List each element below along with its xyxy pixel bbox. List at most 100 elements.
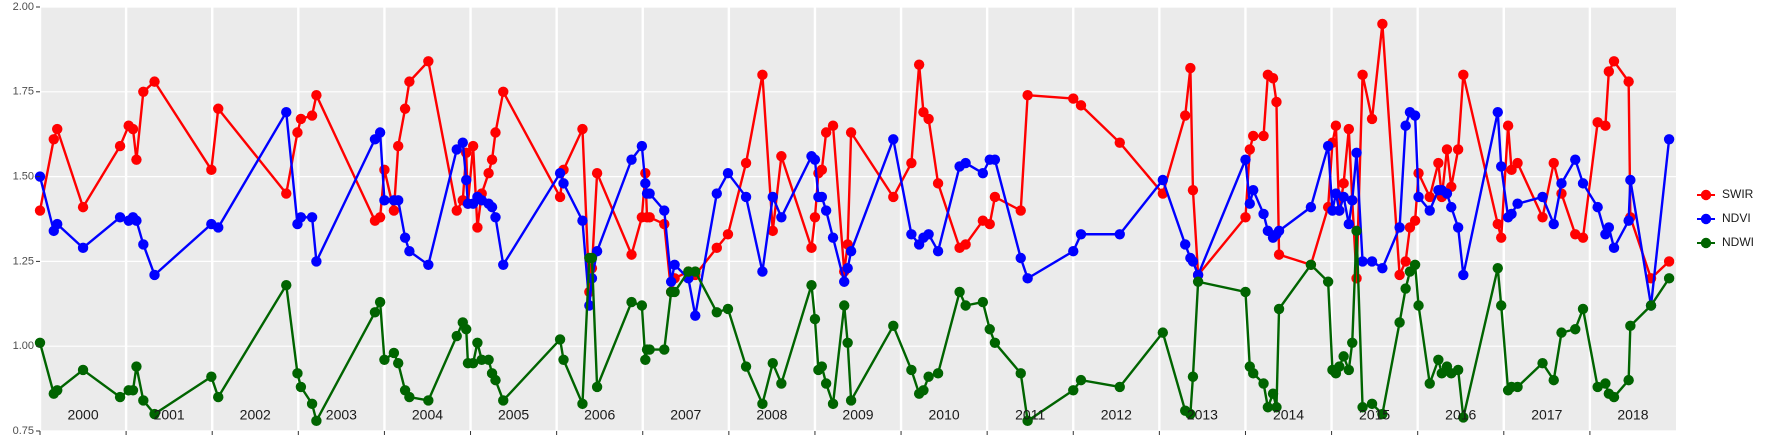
data-point bbox=[1180, 110, 1191, 121]
data-point bbox=[388, 205, 400, 216]
data-point bbox=[659, 344, 670, 355]
data-point bbox=[740, 191, 752, 203]
data-point bbox=[114, 391, 126, 403]
data-point bbox=[149, 408, 160, 420]
data-point bbox=[711, 307, 722, 318]
data-point bbox=[498, 86, 509, 98]
data-point bbox=[1496, 300, 1507, 311]
year-label: 2009 bbox=[842, 407, 873, 423]
data-point bbox=[932, 368, 944, 379]
data-point bbox=[1258, 378, 1269, 389]
data-point bbox=[1192, 276, 1204, 287]
data-point bbox=[131, 154, 142, 165]
data-point bbox=[1366, 256, 1378, 267]
data-point bbox=[423, 395, 434, 406]
data-point bbox=[1556, 178, 1567, 189]
data-point bbox=[1187, 371, 1199, 382]
data-point bbox=[845, 127, 857, 138]
data-point bbox=[923, 371, 934, 382]
data-point bbox=[1625, 320, 1636, 332]
data-point bbox=[554, 334, 566, 345]
data-point bbox=[888, 134, 899, 145]
data-point bbox=[1258, 208, 1269, 220]
data-point bbox=[1377, 262, 1388, 274]
data-point bbox=[1180, 239, 1191, 250]
data-point bbox=[1413, 191, 1424, 203]
data-point bbox=[820, 378, 832, 389]
data-point bbox=[1537, 357, 1548, 369]
data-point bbox=[960, 239, 971, 250]
year-label: 2006 bbox=[584, 407, 615, 423]
data-point bbox=[1492, 218, 1503, 230]
data-point bbox=[1366, 398, 1378, 410]
data-point bbox=[306, 398, 318, 410]
data-point bbox=[206, 371, 217, 382]
data-point bbox=[932, 246, 944, 257]
data-point bbox=[809, 154, 821, 165]
data-point bbox=[820, 205, 832, 216]
data-point bbox=[1114, 229, 1125, 240]
y-tick-label: 1.50 bbox=[13, 171, 34, 183]
data-point bbox=[740, 361, 752, 372]
data-point bbox=[490, 374, 501, 386]
data-point bbox=[77, 242, 89, 254]
data-point bbox=[1623, 215, 1634, 226]
data-point bbox=[1244, 144, 1255, 155]
data-point bbox=[923, 229, 934, 240]
data-point bbox=[558, 178, 569, 189]
data-point bbox=[1512, 157, 1523, 169]
data-point bbox=[1413, 300, 1424, 311]
y-tick-label: 1.75 bbox=[13, 86, 34, 98]
data-point bbox=[1338, 191, 1349, 203]
data-point bbox=[461, 174, 472, 186]
data-point bbox=[827, 398, 839, 410]
data-point bbox=[77, 364, 89, 376]
data-point bbox=[1548, 218, 1559, 230]
data-point bbox=[1015, 252, 1026, 264]
data-point bbox=[1075, 100, 1087, 111]
data-point bbox=[636, 300, 648, 311]
data-point bbox=[1351, 225, 1362, 237]
data-point bbox=[1022, 415, 1033, 427]
data-point bbox=[932, 178, 944, 189]
data-point bbox=[490, 212, 501, 223]
data-point bbox=[906, 157, 917, 169]
year-label: 2003 bbox=[326, 407, 357, 423]
data-point bbox=[206, 164, 217, 176]
data-point bbox=[644, 344, 655, 355]
data-point bbox=[1377, 18, 1388, 30]
data-point bbox=[913, 59, 925, 70]
data-point bbox=[888, 191, 899, 203]
data-point bbox=[498, 259, 509, 270]
data-point bbox=[1334, 361, 1345, 372]
data-point bbox=[281, 188, 292, 199]
data-point bbox=[1496, 232, 1507, 243]
data-point bbox=[1240, 212, 1251, 223]
data-point bbox=[472, 222, 483, 233]
data-point bbox=[423, 56, 434, 67]
data-point bbox=[591, 168, 603, 179]
data-point bbox=[379, 354, 390, 365]
data-point bbox=[404, 76, 415, 87]
legend-label: NDVI bbox=[1722, 211, 1751, 225]
data-point bbox=[1273, 303, 1285, 315]
data-point bbox=[767, 225, 778, 237]
data-point bbox=[577, 123, 588, 135]
year-label: 2002 bbox=[240, 407, 271, 423]
data-point bbox=[1015, 368, 1026, 379]
data-point bbox=[806, 279, 817, 291]
data-point bbox=[1185, 62, 1196, 74]
data-point bbox=[1570, 324, 1581, 335]
data-point bbox=[989, 337, 1001, 349]
data-point bbox=[281, 279, 292, 291]
data-point bbox=[1338, 351, 1349, 362]
data-point bbox=[586, 252, 598, 264]
data-point bbox=[659, 205, 670, 216]
y-tick-label: 0.75 bbox=[13, 425, 34, 437]
data-point bbox=[1409, 110, 1421, 121]
data-point bbox=[690, 266, 701, 277]
data-point bbox=[636, 140, 648, 152]
data-point bbox=[295, 381, 307, 393]
data-point bbox=[690, 310, 701, 321]
data-point bbox=[722, 303, 734, 315]
